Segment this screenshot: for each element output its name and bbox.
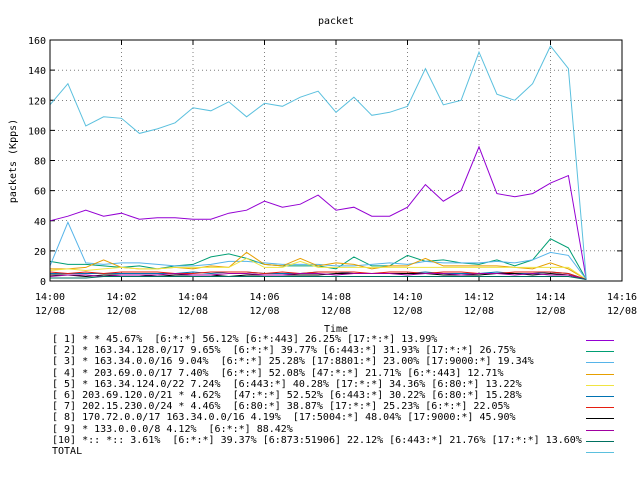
x-tick-label-time: 14:10 [392, 292, 422, 303]
series-line-9 [49, 272, 587, 280]
legend-entry-label: [10] *:: *:: 3.61% [6:*:*] 39.37% [6:873… [52, 434, 582, 446]
x-tick-label-time: 14:16 [607, 292, 637, 303]
series-line-5 [49, 257, 587, 280]
x-tick-label-date: 12/08 [178, 306, 208, 317]
y-tick-label: 100 [28, 126, 46, 137]
y-tick-label: 0 [40, 277, 46, 288]
series-line-10 [50, 276, 587, 280]
legend-swatch [586, 384, 614, 386]
legend-swatch [586, 440, 614, 442]
legend-swatch [586, 429, 614, 431]
legend-swatch [586, 351, 614, 353]
y-tick-label: 20 [34, 247, 46, 258]
chart-title: packet [318, 16, 354, 27]
series-line-3 [49, 221, 587, 280]
legend-swatch [586, 396, 614, 397]
legend-swatch [586, 373, 614, 375]
legend-swatch [586, 418, 614, 420]
legend-entry-label: [ 2] * 163.34.128.0/17 9.65% [6:*:*] 39.… [52, 345, 516, 357]
x-tick-label-date: 12/08 [249, 306, 279, 317]
legend-entry-label: [ 7] 202.15.230.0/24 * 4.46% [6:80:*] 38… [52, 401, 510, 413]
x-tick-label-date: 12/08 [106, 306, 136, 317]
x-tick-label-time: 14:06 [249, 292, 279, 303]
legend-entry-label: [ 9] * 133.0.0.0/8 4.12% [6:*:*] 88.42% [52, 423, 293, 435]
legend-entry-label: TOTAL [52, 446, 83, 457]
plot-frame [49, 39, 623, 282]
x-tick-label-date: 12/08 [535, 306, 565, 317]
y-axis-label: packets (Kpps) [8, 119, 19, 203]
y-tick-label: 40 [34, 217, 46, 228]
legend-entry-label: [ 5] * 163.34.124.0/22 7.24% [6:443:*] 4… [52, 378, 522, 390]
legend-swatch [586, 362, 614, 364]
legend-entry-label: [ 1] * * 45.67% [6:*:*] 56.12% [6:*:443]… [52, 334, 438, 345]
x-tick-label-time: 14:00 [35, 292, 65, 303]
x-tick-label-time: 14:12 [464, 292, 494, 303]
legend-entry-label: [ 3] * 163.34.0.0/16 9.04% [6:*:*] 25.28… [52, 356, 534, 368]
y-tick-label: 60 [34, 187, 46, 198]
plot-area [49, 45, 587, 280]
x-tick-label-time: 14:04 [178, 292, 208, 303]
series-line-11 [49, 45, 587, 280]
y-tick-label: 140 [28, 66, 46, 77]
series-line-1 [49, 145, 587, 280]
x-tick-label-time: 14:14 [535, 292, 565, 303]
legend-swatch [586, 452, 614, 453]
x-axis-label: Time [324, 324, 348, 335]
x-tick-label-date: 12/08 [464, 306, 494, 317]
legend-entry-label: [ 6] 203.69.120.0/21 * 4.62% [47:*:*] 52… [52, 390, 522, 401]
x-tick-label-time: 14:08 [321, 292, 351, 303]
x-tick-label-date: 12/08 [392, 306, 422, 317]
legend-entry-label: [ 4] * 203.69.0.0/17 7.40% [6:*:*] 52.08… [52, 367, 504, 379]
legend-swatch [586, 407, 614, 409]
y-tick-label: 120 [28, 96, 46, 107]
x-tick-label-date: 12/08 [607, 306, 637, 317]
axis-ticks: 0 20 40 60 80 100 120 140 160 14:00 12/08 14:02 12/0… [28, 36, 637, 317]
x-tick-label-date: 12/08 [35, 306, 65, 317]
y-tick-label: 160 [28, 36, 46, 47]
legend-swatch [586, 340, 614, 341]
y-tick-label: 80 [34, 157, 46, 168]
legend-entry-label: [ 8] 170.72.0.0/17 163.34.0.0/16 4.19% [… [52, 412, 516, 424]
x-tick-label-date: 12/08 [321, 306, 351, 317]
x-tick-label-time: 14:02 [106, 292, 136, 303]
